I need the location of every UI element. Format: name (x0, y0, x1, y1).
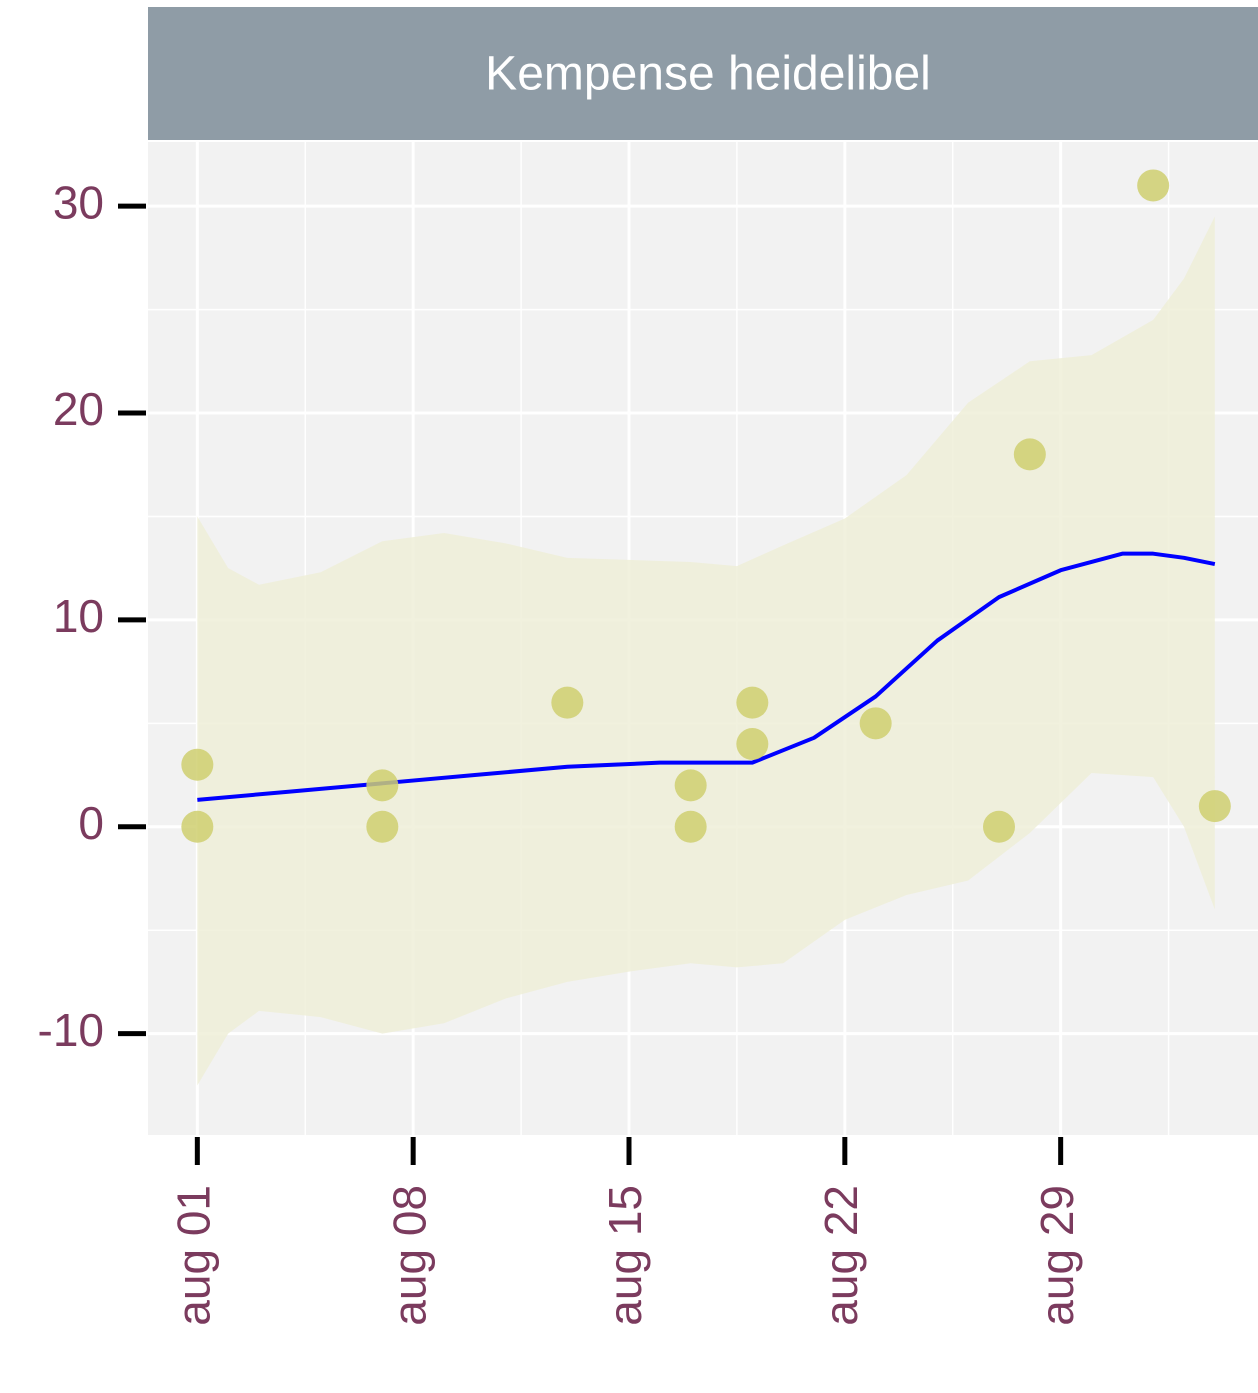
chart-title: Kempense heidelibel (485, 48, 931, 101)
point (736, 686, 769, 719)
x-tick-label: aug 22 (815, 1185, 867, 1326)
point (366, 769, 399, 802)
y-tick-label: 30 (53, 176, 104, 228)
point (366, 810, 399, 843)
y-tick-label: 0 (78, 797, 104, 849)
point (674, 810, 707, 843)
strip (148, 7, 1258, 140)
point (674, 769, 707, 802)
point (1013, 438, 1046, 471)
marks (181, 169, 1231, 1086)
point (1198, 790, 1231, 823)
y-tick-label: -10 (38, 1004, 104, 1056)
x-tick-label: aug 29 (1031, 1185, 1083, 1326)
y-tick-label: 20 (53, 383, 104, 435)
point (181, 810, 214, 843)
x-tick-label: aug 15 (599, 1185, 651, 1326)
x-tick-label: aug 08 (383, 1185, 435, 1326)
point (1137, 169, 1170, 202)
y-tick-label: 10 (53, 590, 104, 642)
point (983, 810, 1015, 843)
point (736, 728, 769, 761)
point (551, 686, 584, 719)
point (859, 707, 892, 740)
x-tick-label: aug 01 (167, 1185, 219, 1326)
confidence-band (197, 216, 1215, 1086)
point (181, 748, 214, 781)
smooth-line (197, 551, 1216, 802)
axes: -10 0 10 20 30 aug 01 aug 08 aug 15 aug 22 aug 29 (38, 176, 1083, 1325)
